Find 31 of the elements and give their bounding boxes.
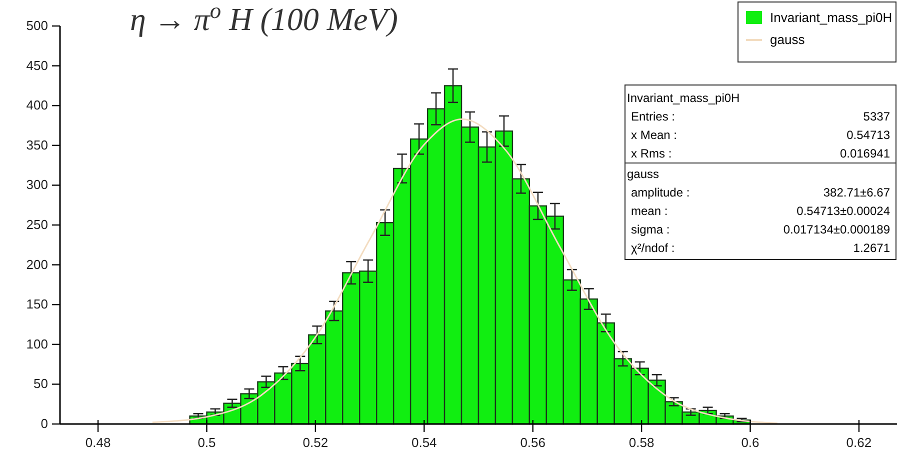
x-tick-label: 0.54: [411, 435, 437, 450]
y-tick-label: 50: [34, 376, 48, 392]
y-tick-label: 400: [26, 98, 48, 113]
text: sigma : 0.017134±0.000189: [631, 222, 890, 236]
x-tick-label: 0.52: [302, 435, 328, 450]
text: x Mean : 0.54713: [631, 128, 890, 142]
legend-label: Invariant_mass_pi0H: [770, 10, 892, 25]
y-tick-label: 100: [26, 336, 48, 352]
y-tick-label: 350: [26, 137, 48, 152]
y-tick-label: 0: [40, 416, 48, 431]
y-tick-label: 150: [26, 296, 48, 312]
annotation: Invariant_mass_pi0H: [627, 91, 740, 105]
y-tick-label: 250: [26, 217, 48, 232]
text: mean : 0.54713±0.00024: [631, 204, 890, 218]
x-tick-label: 0.5: [198, 435, 216, 450]
text: amplitude : 382.71±6.67: [631, 186, 890, 200]
text: χ²/ndof : 1.2671: [631, 241, 890, 255]
text: x Rms : 0.016941: [631, 146, 890, 160]
x-tick-label: 0.48: [85, 435, 111, 450]
x-tick-label: 0.58: [628, 435, 654, 450]
y-tick-label: 450: [26, 58, 48, 73]
chart-title: η → π$^{o}$ H (100 MeV): [130, 0, 398, 37]
legend-label: gauss: [770, 32, 806, 47]
y-tick-label: 200: [26, 256, 48, 272]
x-tick-label: 0.6: [741, 435, 760, 450]
x-tick-label: 0.56: [520, 435, 546, 450]
x-tick-label: 0.62: [846, 435, 872, 450]
y-tick-label: 300: [26, 177, 48, 192]
annotation: gauss: [627, 167, 660, 181]
y-tick-label: 500: [26, 18, 48, 33]
text: Entries : 5337: [631, 110, 890, 124]
